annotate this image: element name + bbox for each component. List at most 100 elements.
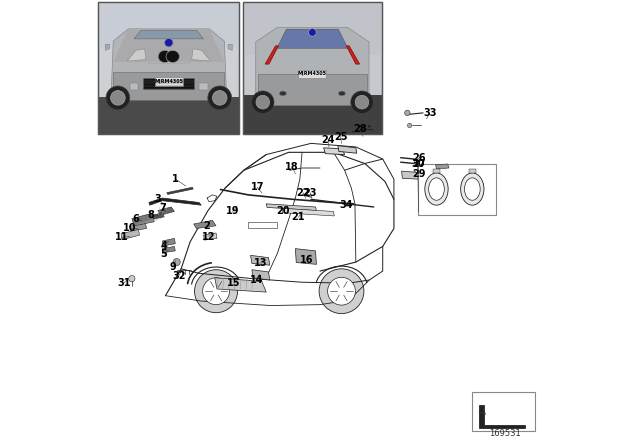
Polygon shape [106,44,109,50]
Polygon shape [194,220,216,228]
Circle shape [364,125,366,128]
Text: 17: 17 [250,182,264,192]
Text: 9: 9 [170,262,177,271]
Circle shape [355,95,369,109]
Polygon shape [113,29,225,62]
Circle shape [164,39,173,47]
Polygon shape [258,73,367,105]
Ellipse shape [339,91,346,96]
Polygon shape [338,146,356,153]
Polygon shape [265,46,278,64]
Text: 33: 33 [423,108,436,118]
Bar [98,2,239,48]
Polygon shape [436,164,449,169]
Bar [243,2,382,55]
Text: 24: 24 [321,135,335,145]
Text: 31: 31 [117,278,131,288]
Text: 11: 11 [115,233,129,242]
Polygon shape [228,44,232,50]
Bar [143,78,194,89]
Text: 19: 19 [226,207,239,216]
Text: 8: 8 [147,210,154,220]
Polygon shape [266,204,316,211]
Circle shape [212,90,227,105]
Bar [243,95,382,134]
Polygon shape [256,28,369,105]
Bar [248,222,278,228]
Text: 13: 13 [254,258,268,268]
Bar [472,392,535,431]
Polygon shape [191,49,211,61]
Bar [243,2,382,134]
Text: 26: 26 [413,153,426,163]
Text: 12: 12 [202,232,216,241]
Text: 25: 25 [334,132,348,142]
Circle shape [319,269,364,314]
Circle shape [407,123,412,128]
Text: 29: 29 [413,169,426,179]
Polygon shape [282,208,334,216]
Bar [433,169,440,173]
Bar [98,97,239,134]
Polygon shape [167,187,193,194]
Text: 27: 27 [413,159,426,168]
Polygon shape [129,223,147,231]
Circle shape [129,276,135,282]
Polygon shape [401,171,419,179]
Circle shape [195,270,237,313]
Text: 23: 23 [303,188,317,198]
Polygon shape [158,207,174,215]
Polygon shape [134,30,204,39]
Text: 7: 7 [159,203,166,213]
Polygon shape [250,255,270,265]
Bar [243,2,382,134]
Text: 14: 14 [250,275,263,285]
Text: 16: 16 [300,255,314,265]
Polygon shape [127,49,146,61]
Polygon shape [204,233,217,240]
Text: 30: 30 [411,159,424,168]
Text: 6: 6 [132,214,139,224]
Circle shape [256,95,269,109]
Bar [149,49,189,63]
Circle shape [106,86,130,110]
Ellipse shape [425,173,448,205]
Circle shape [359,125,362,128]
Circle shape [252,91,274,113]
Polygon shape [121,229,140,240]
Text: 28: 28 [353,124,367,134]
Polygon shape [150,213,164,220]
Circle shape [404,110,410,116]
Circle shape [368,125,371,128]
Ellipse shape [461,173,484,205]
Circle shape [208,86,232,110]
Polygon shape [163,246,175,253]
Polygon shape [214,278,266,292]
Polygon shape [324,148,344,155]
Text: 22: 22 [296,188,310,198]
Bar [298,69,326,78]
Bar [199,82,208,90]
Polygon shape [296,249,316,264]
Polygon shape [252,270,270,280]
Bar [468,169,476,173]
Polygon shape [479,405,525,428]
Text: 4: 4 [161,241,168,250]
Text: 21: 21 [292,212,305,222]
Polygon shape [346,46,360,64]
Text: 32: 32 [172,271,186,280]
Ellipse shape [158,50,172,63]
Circle shape [111,90,125,105]
Bar [130,82,138,90]
Circle shape [328,277,355,305]
Polygon shape [132,213,154,226]
Polygon shape [277,29,348,48]
Polygon shape [113,72,225,99]
Circle shape [351,91,373,113]
Bar [98,2,239,134]
Text: 34: 34 [339,200,353,210]
Text: 20: 20 [276,206,290,215]
Polygon shape [149,198,201,205]
Text: 18: 18 [285,162,299,172]
Bar [98,2,239,134]
